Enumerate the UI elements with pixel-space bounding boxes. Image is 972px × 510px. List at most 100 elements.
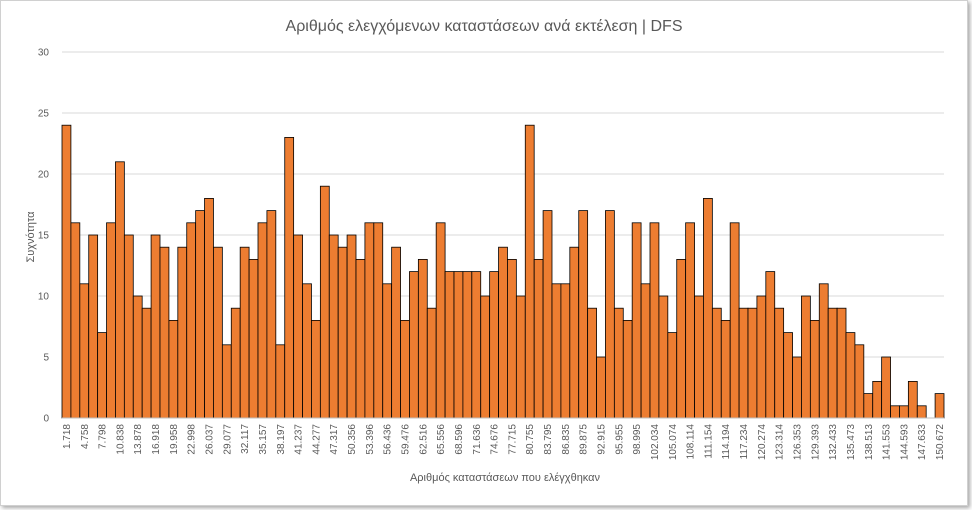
bar [569, 246, 580, 419]
bar [613, 307, 624, 419]
bar [605, 210, 615, 419]
bar [373, 222, 384, 419]
bar [560, 283, 571, 419]
bar [230, 307, 241, 419]
x-tick-label: 144.593 [899, 424, 910, 461]
x-tick-label: 13.878 [133, 424, 144, 455]
bar [284, 136, 295, 419]
x-tick-label: 32.117 [240, 424, 251, 454]
y-tick-label: 5 [43, 353, 49, 364]
x-tick-label: 59.476 [401, 424, 412, 455]
bar [88, 234, 99, 419]
bar [275, 344, 286, 419]
x-tick-label: 62.516 [418, 424, 429, 455]
bar [177, 246, 188, 419]
bar [141, 307, 152, 419]
x-tick-label: 135.473 [846, 424, 857, 461]
bar [498, 246, 508, 419]
bar [382, 283, 393, 419]
bar [328, 234, 339, 419]
bar [756, 295, 767, 419]
x-tick-label: 41.237 [294, 424, 305, 455]
chart-title: Αριθμός ελεγχόμενων καταστάσεων ανά εκτέ… [286, 18, 683, 35]
x-tick-label: 117.234 [739, 424, 750, 460]
x-tick-label: 141.553 [882, 424, 893, 461]
bar [631, 222, 642, 419]
bar [159, 246, 170, 419]
bar [934, 393, 945, 419]
x-tick-label: 16.918 [151, 424, 162, 455]
x-tick-label: 120.274 [757, 424, 768, 461]
bar [257, 222, 268, 419]
bar [907, 380, 918, 419]
bar [311, 319, 321, 419]
x-tick-label: 147.633 [917, 424, 928, 461]
bar [667, 332, 678, 419]
bar [186, 222, 197, 419]
y-tick-label: 25 [38, 109, 50, 120]
bar [150, 234, 161, 419]
bar [248, 258, 259, 419]
x-tick-label: 77.715 [507, 424, 518, 455]
bar [515, 295, 526, 419]
bar [703, 197, 713, 419]
bar [132, 295, 143, 419]
x-tick-label: 74.676 [490, 424, 501, 455]
bar [409, 271, 419, 419]
bar [738, 307, 749, 419]
x-tick-label: 50.356 [347, 424, 358, 455]
bar [204, 197, 214, 419]
bar [346, 234, 357, 419]
y-tick-label: 20 [38, 170, 50, 181]
bar [507, 258, 517, 419]
bar [471, 271, 482, 419]
bar [480, 295, 491, 419]
bar [213, 246, 223, 419]
bar [747, 307, 758, 419]
bar [221, 344, 232, 419]
bar [720, 319, 731, 419]
bar [640, 283, 651, 419]
x-tick-label: 86.835 [561, 424, 572, 455]
x-axis-ticks: 1.718 4.758 7.798 10.838 13.878 16.918 19.958 2… [62, 424, 946, 461]
bar [854, 344, 865, 419]
bar [899, 405, 909, 419]
bar [123, 234, 134, 419]
x-tick-label: 132.433 [828, 424, 839, 461]
bar [774, 307, 785, 419]
bar [489, 271, 499, 419]
bar [729, 222, 740, 419]
bar [658, 295, 669, 419]
bar [426, 307, 437, 419]
bar [890, 405, 900, 419]
bar [711, 307, 722, 419]
x-tick-label: 95.955 [614, 424, 625, 455]
x-axis-title: Αριθμός καταστάσεων που ελέγχθηκαν [410, 472, 601, 484]
x-tick-label: 7.798 [98, 424, 109, 449]
y-axis-ticks: 0 5 10 15 20 25 30 [38, 48, 50, 425]
bar [578, 210, 589, 419]
bar [596, 356, 606, 419]
bar [809, 319, 820, 419]
bar [694, 295, 704, 419]
bar [319, 185, 330, 419]
x-tick-label: 123.314 [775, 424, 786, 461]
x-tick-label: 114.194 [721, 424, 732, 460]
y-tick-label: 0 [43, 414, 49, 425]
bars [61, 124, 945, 419]
bar [462, 271, 473, 419]
bar [587, 307, 597, 419]
x-tick-label: 44.277 [311, 424, 322, 455]
x-tick-label: 22.998 [187, 424, 198, 455]
bar [115, 161, 125, 419]
bar [61, 124, 72, 419]
y-axis-title: Συχνότητα [25, 211, 37, 263]
bar [881, 356, 891, 419]
bar [916, 405, 927, 419]
bar [444, 271, 455, 419]
bar [542, 210, 553, 419]
y-tick-label: 30 [38, 48, 50, 59]
bar [792, 356, 802, 419]
x-tick-label: 47.317 [329, 424, 340, 455]
